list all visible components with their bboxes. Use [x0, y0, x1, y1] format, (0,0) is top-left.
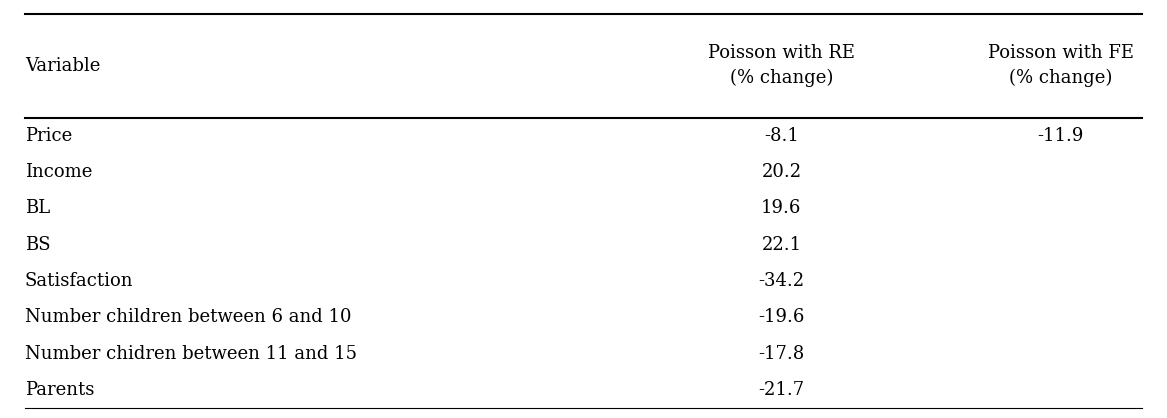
Text: BL: BL	[25, 199, 50, 217]
Text: Poisson with FE
(% change): Poisson with FE (% change)	[987, 44, 1134, 87]
Text: Income: Income	[25, 163, 92, 181]
Text: Price: Price	[25, 127, 72, 145]
Text: 22.1: 22.1	[761, 236, 802, 254]
Text: -19.6: -19.6	[759, 308, 804, 326]
Text: -34.2: -34.2	[759, 272, 804, 290]
Text: Variable: Variable	[25, 57, 100, 75]
Text: Parents: Parents	[25, 381, 95, 399]
Text: -11.9: -11.9	[1037, 127, 1084, 145]
Text: -8.1: -8.1	[764, 127, 799, 145]
Text: Poisson with RE
(% change): Poisson with RE (% change)	[708, 44, 855, 87]
Text: Number chidren between 11 and 15: Number chidren between 11 and 15	[25, 345, 357, 363]
Text: -17.8: -17.8	[759, 345, 804, 363]
Text: Number children between 6 and 10: Number children between 6 and 10	[25, 308, 351, 326]
Text: BS: BS	[25, 236, 50, 254]
Text: 20.2: 20.2	[761, 163, 802, 181]
Text: 19.6: 19.6	[761, 199, 802, 217]
Text: -21.7: -21.7	[759, 381, 804, 399]
Text: Satisfaction: Satisfaction	[25, 272, 133, 290]
